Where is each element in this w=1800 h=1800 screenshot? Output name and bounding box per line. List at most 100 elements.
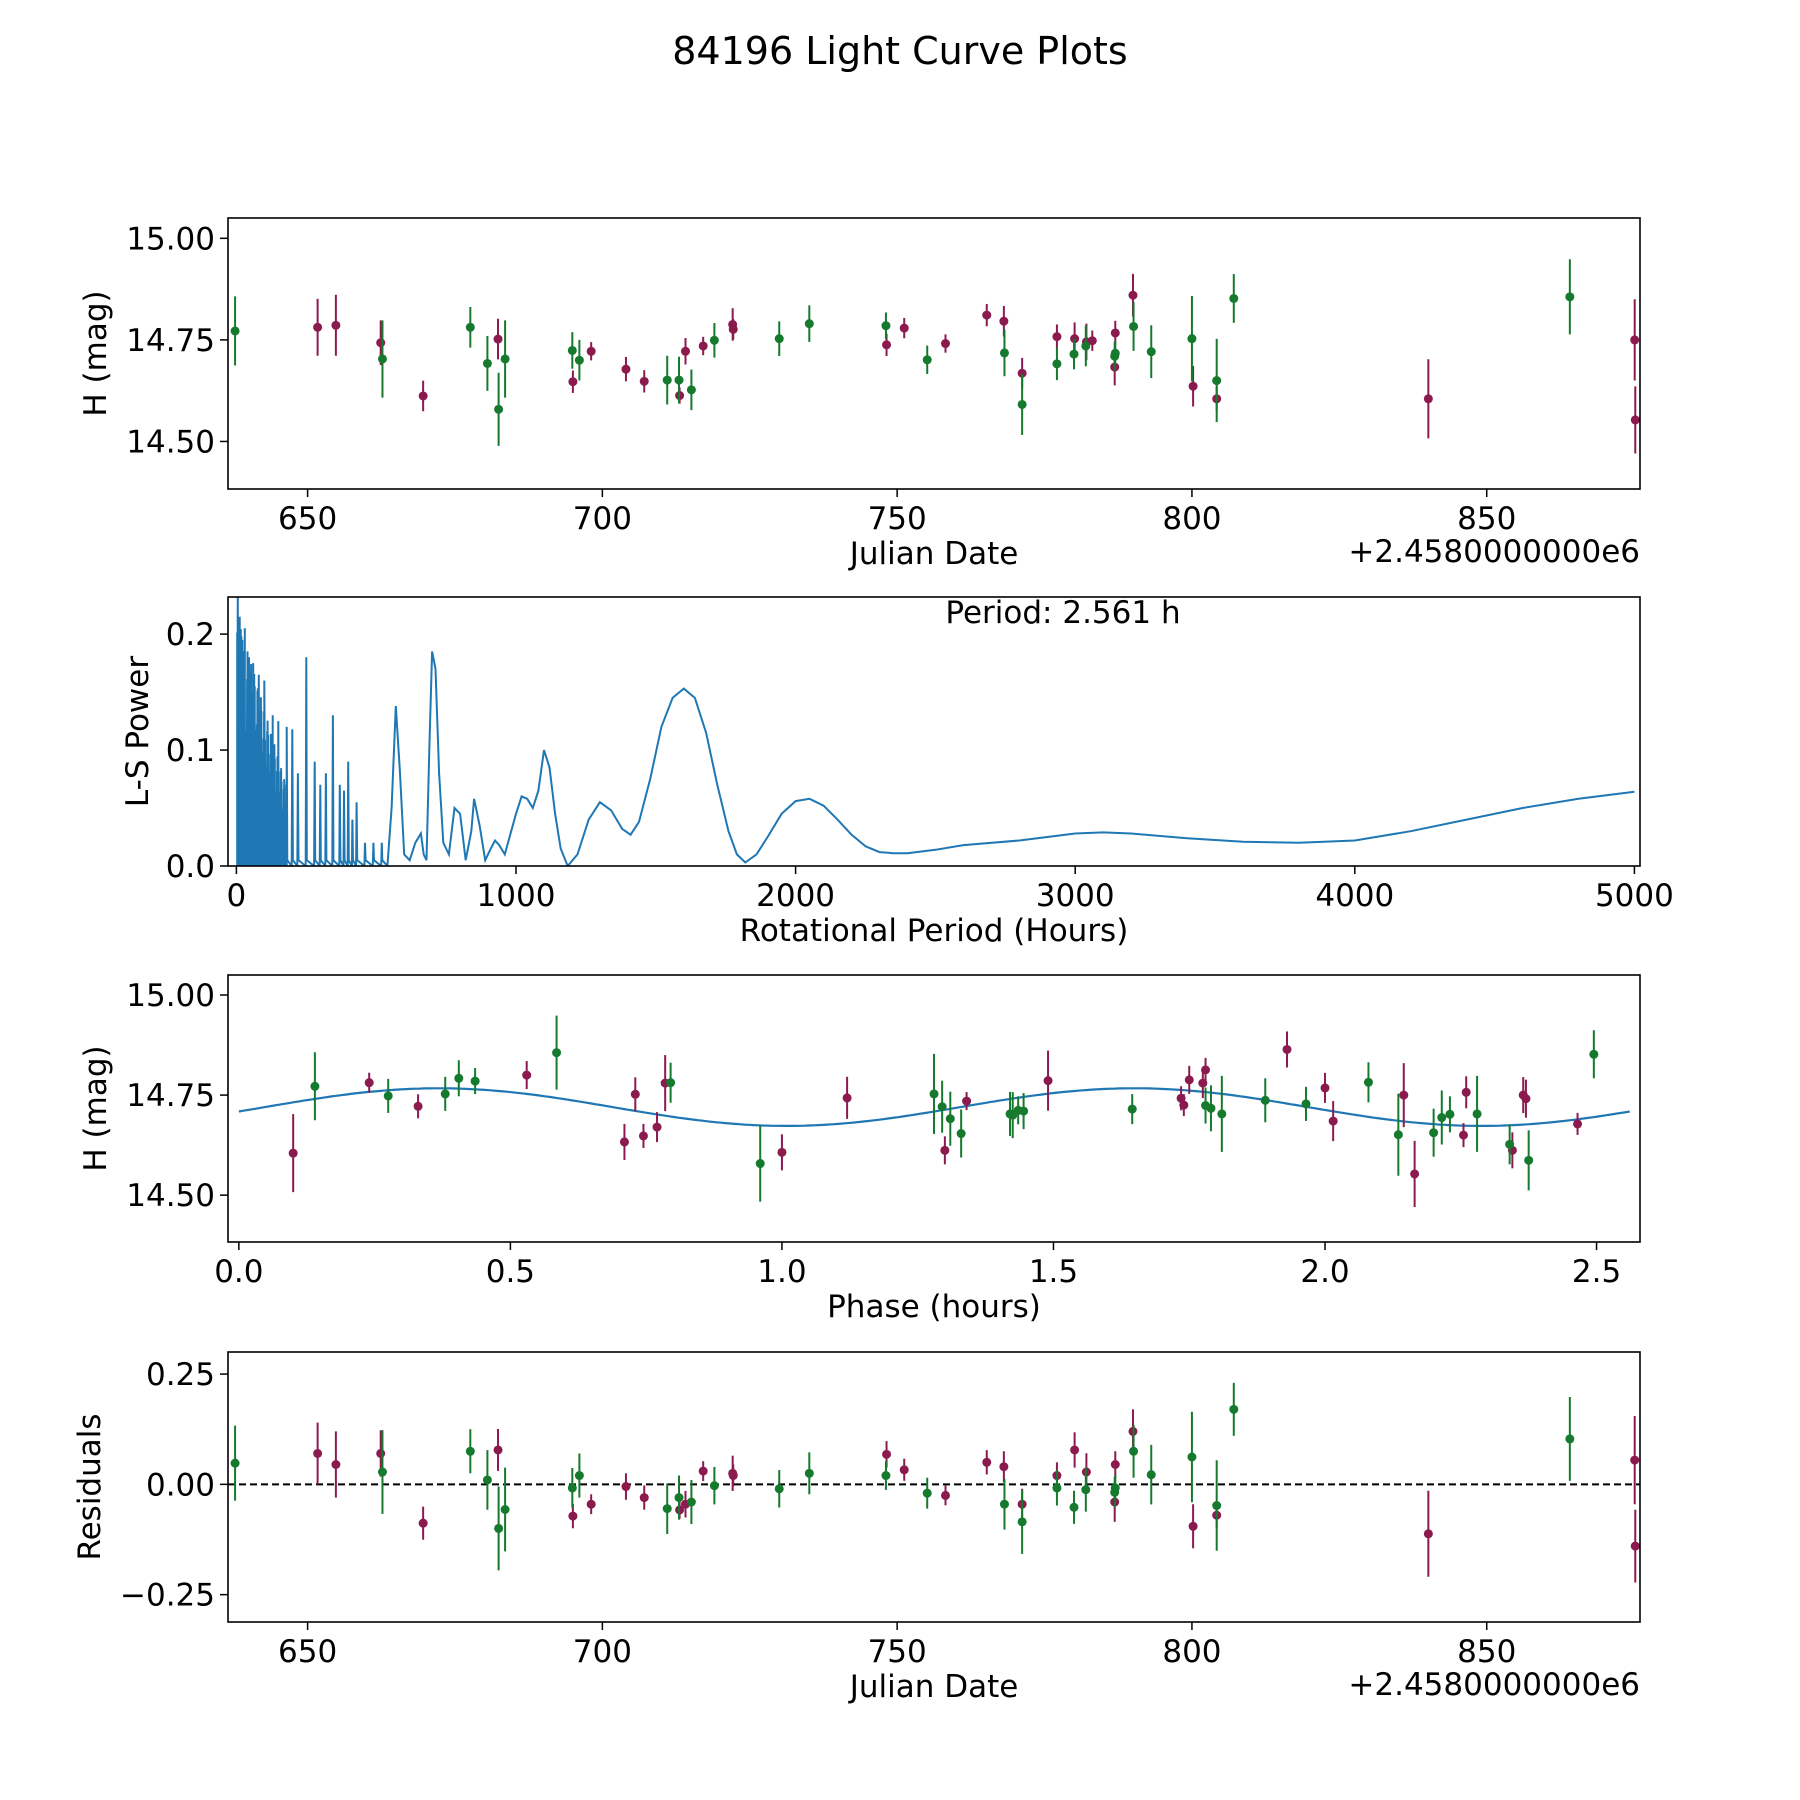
- point-green: [1019, 1106, 1029, 1116]
- point-red: [1184, 1075, 1194, 1085]
- point-red: [621, 1482, 631, 1492]
- point-red: [1043, 1076, 1053, 1086]
- point-red: [940, 1145, 950, 1155]
- point-red: [1459, 1130, 1468, 1140]
- point-green: [574, 1471, 584, 1481]
- point-red: [621, 364, 631, 374]
- point-red: [1179, 1100, 1189, 1110]
- point-green: [1393, 1130, 1403, 1140]
- point-red: [1188, 1521, 1198, 1531]
- x-tick-label: 750: [868, 1634, 927, 1670]
- point-red: [1087, 336, 1097, 346]
- point-red: [652, 1122, 662, 1132]
- point-green: [709, 1481, 719, 1491]
- point-red: [940, 1490, 950, 1500]
- point-red: [639, 1493, 649, 1503]
- point-green: [1052, 359, 1062, 369]
- point-green: [482, 1475, 492, 1485]
- point-green: [709, 335, 719, 345]
- point-green: [1229, 1404, 1239, 1414]
- point-green: [804, 1468, 814, 1478]
- point-red: [331, 320, 341, 330]
- point-green: [922, 355, 932, 365]
- point-red: [376, 1448, 386, 1458]
- x-tick-label: 4000: [1315, 878, 1394, 914]
- point-green: [574, 355, 584, 365]
- point-red: [1052, 332, 1062, 342]
- point-green: [465, 322, 475, 332]
- plot-area-lc: [230, 259, 1640, 454]
- y-tick-label: 14.50: [126, 424, 215, 460]
- x-tick-label: 800: [1162, 501, 1221, 537]
- point-red: [962, 1096, 972, 1106]
- y-axis-label: L-S Power: [120, 656, 156, 807]
- point-green: [377, 1467, 387, 1477]
- point-red: [1282, 1044, 1292, 1054]
- point-green: [482, 358, 492, 368]
- x-tick-label: 2.5: [1572, 1254, 1621, 1290]
- axes-frame: [227, 217, 1641, 490]
- point-green: [567, 1483, 577, 1493]
- power-line: [236, 597, 1635, 866]
- point-green: [881, 1471, 891, 1481]
- point-red: [1423, 1529, 1433, 1539]
- x-tick-label: 850: [1457, 501, 1516, 537]
- point-red: [630, 1089, 640, 1099]
- x-axis-label: Julian Date: [848, 1669, 1019, 1705]
- point-red: [698, 341, 708, 351]
- point-green: [999, 348, 1009, 358]
- figure-title: 84196 Light Curve Plots: [672, 29, 1127, 73]
- x-tick-label: 800: [1162, 1634, 1221, 1670]
- x-axis-label: Julian Date: [848, 536, 1019, 572]
- point-red: [522, 1070, 532, 1080]
- point-green: [1445, 1109, 1455, 1119]
- point-red: [1110, 1460, 1120, 1469]
- y-tick-label: 0.2: [166, 617, 215, 653]
- point-green: [804, 319, 814, 329]
- point-green: [1524, 1155, 1534, 1165]
- point-red: [1630, 1541, 1640, 1551]
- point-green: [230, 1458, 240, 1468]
- point-red: [638, 1131, 648, 1141]
- point-red: [586, 1499, 596, 1509]
- point-green: [1206, 1103, 1216, 1113]
- point-green: [494, 1523, 504, 1533]
- y-tick-label: 14.75: [126, 323, 215, 359]
- point-green: [454, 1073, 464, 1083]
- x-tick-label: 700: [573, 1634, 632, 1670]
- point-red: [842, 1093, 852, 1103]
- point-green: [999, 1499, 1009, 1509]
- x-offset-label: +2.4580000000e6: [1348, 1667, 1640, 1703]
- subplot-ls: Period: 2.561 h 0 1000 2000 3000 4000 5000 0.0 0…: [120, 595, 1674, 949]
- point-green: [1212, 376, 1222, 386]
- point-green: [945, 1114, 955, 1124]
- axes-frame: [227, 1351, 1641, 1623]
- point-red: [1461, 1087, 1471, 1097]
- x-tick-label: 650: [278, 1634, 337, 1670]
- point-green: [1146, 1470, 1156, 1480]
- point-green: [1069, 1502, 1079, 1512]
- subplot-lc: 650 700 750 800 850 14.50 14.75 15.00 Julian Dat…: [78, 217, 1641, 572]
- axes-frame: [227, 596, 1641, 867]
- x-tick-label: 2000: [756, 878, 835, 914]
- subplot-resid: 650 700 750 800 850 −0.25 0.00 0.25 Julian Date +…: [72, 1351, 1641, 1705]
- point-red: [940, 339, 950, 349]
- point-green: [662, 1504, 672, 1514]
- point-red: [568, 1511, 578, 1521]
- point-red: [619, 1137, 629, 1147]
- point-green: [1017, 399, 1027, 409]
- point-green: [1260, 1095, 1270, 1105]
- point-green: [686, 385, 696, 395]
- plot-area-phase: [238, 1015, 1630, 1207]
- point-red: [1521, 1094, 1531, 1104]
- point-green: [383, 1091, 393, 1101]
- point-green: [1565, 1434, 1575, 1444]
- y-axis-label: Residuals: [72, 1413, 108, 1560]
- x-tick-label: 3000: [1036, 878, 1115, 914]
- point-red: [899, 323, 909, 333]
- point-red: [1070, 334, 1080, 344]
- point-green: [922, 1488, 932, 1498]
- point-green: [1052, 1483, 1062, 1493]
- point-green: [1129, 1446, 1139, 1456]
